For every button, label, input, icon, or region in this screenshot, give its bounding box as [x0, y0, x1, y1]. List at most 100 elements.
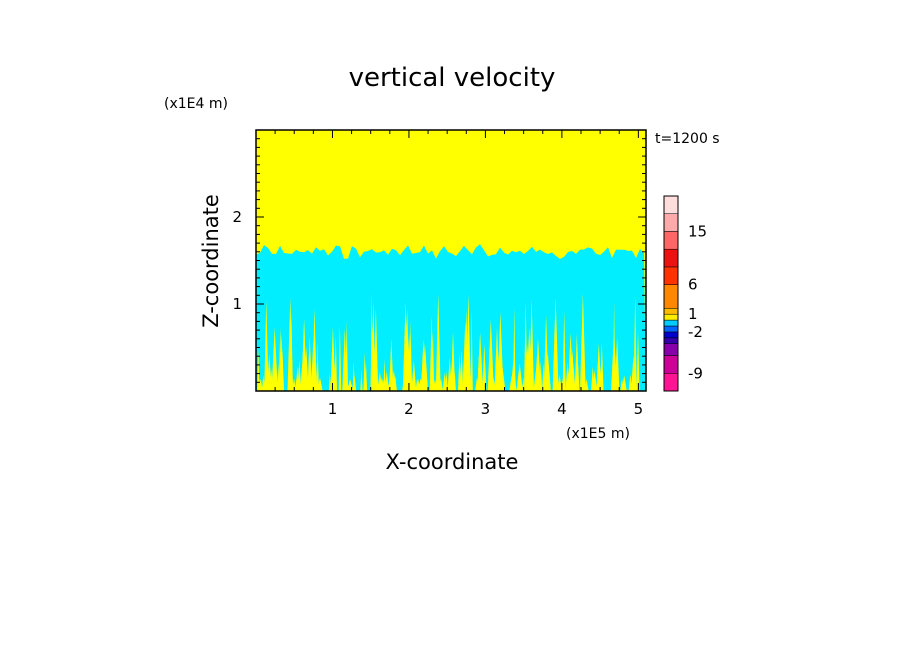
- colorbar-label: -2: [688, 323, 703, 341]
- colorbar: 15 6 1-2 -9: [663, 195, 707, 392]
- colorbar-label: -9: [688, 364, 703, 382]
- colorbar-band: [663, 248, 679, 268]
- plume-mark: [297, 360, 302, 391]
- plume-mark: [338, 325, 342, 391]
- colorbar-frame: [663, 195, 679, 392]
- plume-mark: [257, 378, 263, 391]
- colorbar-band: [663, 313, 679, 321]
- y-scale-label: (x1E4 m): [164, 96, 228, 112]
- y-tick-label: 1: [232, 295, 242, 313]
- plume-mark: [307, 336, 312, 391]
- plume-mark: [466, 293, 471, 391]
- x-axis: 1 2 3 4 5: [274, 130, 644, 418]
- colorbar-band: [663, 266, 679, 285]
- colorbar-band: [663, 231, 679, 250]
- colorbar-label: 15: [688, 222, 707, 240]
- plume-mark: [360, 369, 363, 391]
- plume-mark: [499, 367, 506, 391]
- plume-field: [257, 292, 640, 391]
- x-axis-label: X-coordinate: [386, 450, 519, 474]
- plume-mark: [442, 372, 446, 391]
- plume-mark: [534, 338, 542, 391]
- x-tick-label: 4: [557, 400, 567, 418]
- plume-mark: [529, 299, 534, 391]
- x-scale-label: (x1E5 m): [566, 426, 630, 442]
- plume-mark: [257, 348, 260, 391]
- middle-layer-region: [256, 244, 646, 391]
- time-label: t=1200 s: [655, 131, 720, 147]
- plume-mark: [278, 327, 282, 391]
- plume-mark: [524, 301, 528, 391]
- plume-mark: [580, 293, 586, 391]
- plume-mark: [613, 301, 616, 391]
- plume-mark: [415, 378, 419, 391]
- plume-mark: [266, 354, 272, 391]
- colorbar-band: [663, 331, 679, 339]
- y-tick-label: 2: [232, 208, 242, 226]
- y-axis-label: Z-coordinate: [199, 194, 223, 328]
- plume-mark: [497, 312, 504, 391]
- colorbar-band: [663, 337, 679, 344]
- plume-mark: [516, 378, 522, 391]
- plume-mark: [312, 308, 317, 391]
- plume-mark: [458, 353, 461, 391]
- plume-mark: [328, 372, 331, 391]
- plume-mark: [494, 327, 500, 391]
- colorbar-band: [663, 355, 679, 374]
- plume-mark: [402, 377, 406, 391]
- plume-mark: [301, 318, 307, 391]
- plume-mark: [552, 298, 559, 391]
- plume-mark: [334, 335, 337, 391]
- plume-mark: [383, 359, 386, 391]
- plume-mark: [261, 378, 266, 391]
- plume-mark: [409, 321, 412, 391]
- plume-mark: [574, 333, 579, 391]
- plume-mark: [404, 309, 410, 391]
- plume-mark: [420, 339, 427, 391]
- plume-mark: [435, 293, 441, 391]
- plume-mark: [377, 372, 383, 391]
- plume-mark: [562, 310, 566, 391]
- plume-mark: [264, 299, 269, 391]
- plume-mark: [330, 327, 336, 391]
- x-tick-label: 5: [634, 400, 644, 418]
- colorbar-band: [663, 343, 679, 356]
- y-axis: 12: [232, 129, 646, 383]
- plot-area: [256, 130, 646, 391]
- plume-mark: [445, 370, 448, 391]
- plume-mark: [438, 378, 444, 391]
- plume-mark: [316, 342, 319, 391]
- plume-mark: [592, 370, 598, 391]
- plume-mark: [459, 349, 464, 391]
- plume-mark: [467, 379, 473, 391]
- plume-mark: [509, 375, 515, 391]
- plume-mark: [271, 327, 278, 391]
- plume-mark: [317, 378, 323, 391]
- plume-mark: [600, 342, 604, 391]
- plume-mark: [487, 319, 494, 391]
- colorbar-band: [663, 373, 679, 392]
- colorbar-band: [663, 195, 679, 214]
- colorbar-band: [663, 284, 679, 309]
- plume-mark: [352, 361, 355, 391]
- colorbar-band: [663, 325, 679, 333]
- plume-mark: [621, 375, 627, 391]
- plume-mark: [470, 310, 473, 391]
- chart-title: vertical velocity: [349, 63, 556, 93]
- plume-mark: [513, 306, 516, 391]
- plume-mark: [342, 328, 348, 391]
- plume-mark: [565, 362, 570, 391]
- plume-mark: [447, 357, 452, 391]
- x-tick-label: 3: [481, 400, 491, 418]
- plume-mark: [293, 378, 296, 391]
- plume-mark: [363, 352, 366, 391]
- plume-mark: [628, 373, 633, 391]
- plume-mark: [287, 298, 293, 391]
- plume-mark: [636, 331, 640, 391]
- x-tick-label: 1: [328, 400, 338, 418]
- plume-mark: [567, 332, 574, 391]
- plume-mark: [450, 331, 456, 391]
- plume-mark: [596, 343, 602, 391]
- colorbar-band: [663, 213, 679, 232]
